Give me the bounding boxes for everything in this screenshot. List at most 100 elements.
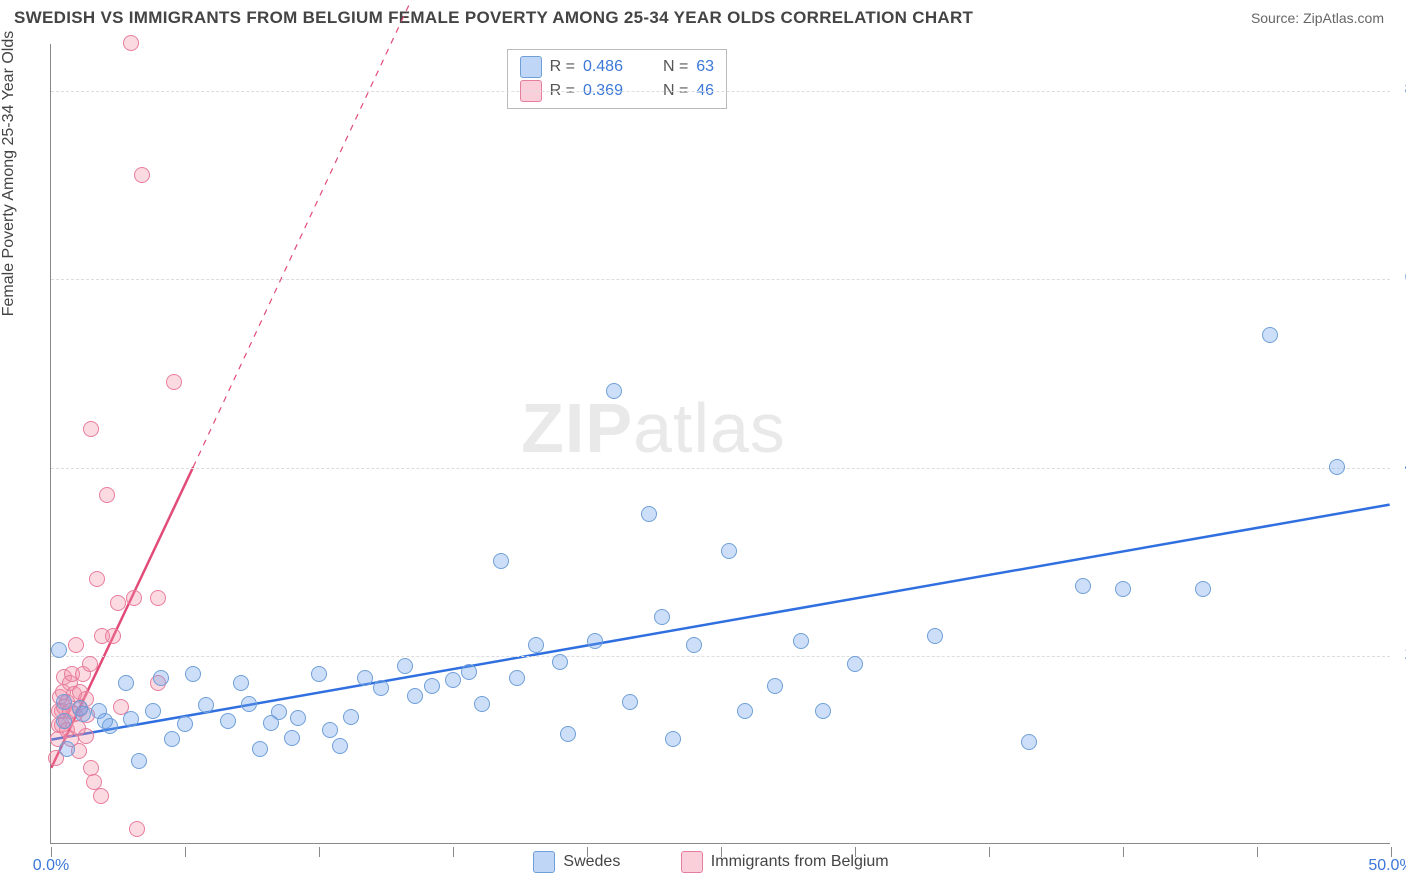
gridline-h [51,91,1390,92]
x-tick [989,847,990,857]
data-point-swedes [424,678,440,694]
data-point-swedes [357,670,373,686]
data-point-swedes [445,672,461,688]
data-point-swedes [654,609,670,625]
y-axis-title: Female Poverty Among 25-34 Year Olds [0,31,18,317]
data-point-swedes [284,730,300,746]
data-point-swedes [407,688,423,704]
data-point-belgium [134,167,150,183]
data-point-swedes [552,654,568,670]
data-point-swedes [185,666,201,682]
data-point-swedes [51,642,67,658]
data-point-belgium [126,590,142,606]
data-point-belgium [89,571,105,587]
x-tick-label: 50.0% [1368,857,1406,875]
data-point-swedes [198,697,214,713]
data-point-swedes [56,694,72,710]
x-tick [1257,847,1258,857]
data-point-swedes [332,738,348,754]
legend-swatch [533,851,555,873]
watermark: ZIPatlas [521,388,786,468]
gridline-h [51,656,1390,657]
data-point-swedes [737,703,753,719]
data-point-swedes [461,664,477,680]
legend-swatch [681,851,703,873]
watermark-bold: ZIP [521,389,633,467]
data-point-swedes [241,696,257,712]
data-point-swedes [493,553,509,569]
data-point-swedes [271,704,287,720]
legend-n-value: 63 [696,58,714,76]
x-tick-label: 0.0% [33,857,69,875]
series-legend-label: Swedes [563,853,620,871]
data-point-belgium [105,628,121,644]
data-point-belgium [82,656,98,672]
data-point-swedes [721,543,737,559]
chart-title: SWEDISH VS IMMIGRANTS FROM BELGIUM FEMAL… [14,8,973,28]
data-point-swedes [927,628,943,644]
data-point-swedes [1115,581,1131,597]
data-point-swedes [606,383,622,399]
data-point-swedes [767,678,783,694]
data-point-swedes [528,637,544,653]
x-tick [185,847,186,857]
data-point-swedes [252,741,268,757]
data-point-belgium [83,421,99,437]
x-tick [1123,847,1124,857]
data-point-belgium [99,487,115,503]
data-point-swedes [847,656,863,672]
data-point-swedes [587,633,603,649]
x-tick [453,847,454,857]
data-point-swedes [1195,581,1211,597]
scatter-chart: ZIPatlas R = 0.486N = 63R = 0.369N = 46 … [50,44,1390,844]
data-point-swedes [343,709,359,725]
x-tick [1391,847,1392,857]
data-point-swedes [102,718,118,734]
data-point-belgium [68,637,84,653]
data-point-swedes [118,675,134,691]
data-point-swedes [56,713,72,729]
legend-n-label: N = [663,58,688,76]
data-point-swedes [145,703,161,719]
source-label: Source: ZipAtlas.com [1251,10,1384,26]
data-point-belgium [129,821,145,837]
watermark-rest: atlas [633,389,786,467]
data-point-swedes [290,710,306,726]
data-point-swedes [686,637,702,653]
legend-r-label: R = [550,58,575,76]
data-point-swedes [397,658,413,674]
data-point-swedes [793,633,809,649]
data-point-swedes [75,706,91,722]
data-point-swedes [1262,327,1278,343]
data-point-swedes [177,716,193,732]
data-point-belgium [166,374,182,390]
trend-line [193,0,412,467]
data-point-swedes [560,726,576,742]
data-point-swedes [311,666,327,682]
data-point-belgium [110,595,126,611]
data-point-swedes [233,675,249,691]
data-point-swedes [622,694,638,710]
data-point-swedes [641,506,657,522]
gridline-h [51,468,1390,469]
data-point-swedes [123,711,139,727]
data-point-swedes [1021,734,1037,750]
data-point-swedes [509,670,525,686]
data-point-belgium [78,728,94,744]
data-point-swedes [220,713,236,729]
series-legend-label: Immigrants from Belgium [711,853,889,871]
data-point-swedes [665,731,681,747]
legend-row: R = 0.486N = 63 [520,55,714,79]
series-legend-item: Swedes [533,851,620,873]
gridline-h [51,279,1390,280]
data-point-swedes [164,731,180,747]
data-point-belgium [123,35,139,51]
data-point-swedes [1075,578,1091,594]
legend-swatch [520,56,542,78]
data-point-swedes [131,753,147,769]
data-point-swedes [474,696,490,712]
data-point-swedes [815,703,831,719]
data-point-swedes [373,680,389,696]
data-point-swedes [322,722,338,738]
data-point-swedes [153,670,169,686]
